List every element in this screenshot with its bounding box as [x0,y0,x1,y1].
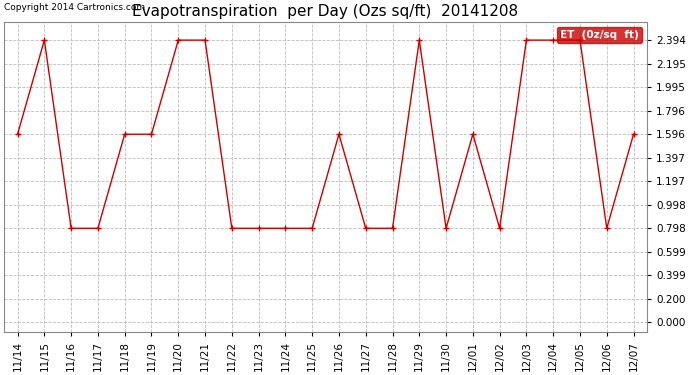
Legend: ET  (0z/sq  ft): ET (0z/sq ft) [557,27,642,43]
Text: Copyright 2014 Cartronics.com: Copyright 2014 Cartronics.com [4,3,146,12]
Title: Evapotranspiration  per Day (Ozs sq/ft)  20141208: Evapotranspiration per Day (Ozs sq/ft) 2… [132,4,519,19]
